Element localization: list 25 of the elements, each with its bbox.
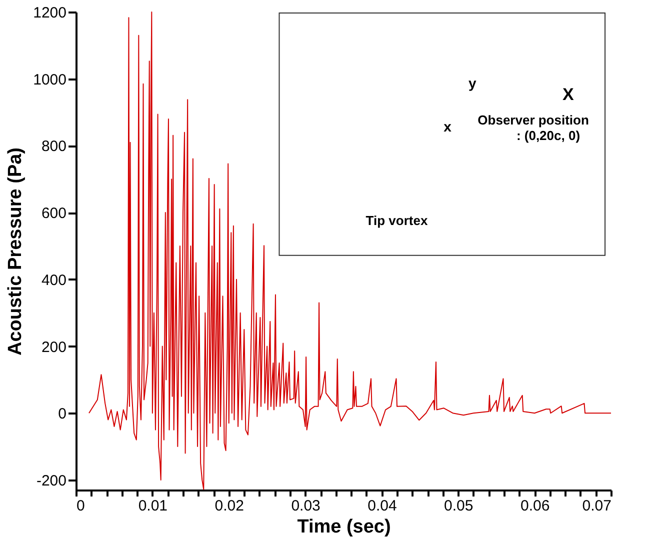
annotation: Observer position: [478, 112, 589, 128]
annotation: : (0,20c, 0): [516, 128, 580, 144]
x-axis-title: Time (sec): [297, 516, 391, 538]
y-tick-label: 1000: [33, 71, 66, 88]
x-tick-label: 0.04: [368, 498, 397, 514]
annotation: x: [444, 118, 452, 134]
y-tick-label: 0: [58, 406, 66, 423]
annotation: y: [468, 74, 477, 91]
x-tick-label: 0.06: [520, 498, 550, 514]
x-tick-label: 0: [76, 498, 85, 514]
y-tick-label: -200: [36, 472, 66, 490]
x-tick-label: 0.02: [214, 498, 244, 514]
x-tick-label: 0.07: [582, 498, 612, 514]
x-tick-label: 0.05: [444, 498, 474, 514]
line-series: [88, 12, 612, 490]
annotation: Tip vortex: [366, 212, 428, 228]
annotation: X: [562, 84, 574, 104]
x-tick-label: 0.03: [291, 498, 320, 514]
x-tick-label: 0.01: [138, 498, 168, 514]
y-tick-label: 600: [41, 205, 66, 222]
y-tick-label: 800: [41, 138, 66, 156]
y-tick-label: 1200: [33, 4, 66, 22]
y-tick-label: 200: [41, 338, 66, 356]
y-tick-label: 400: [41, 272, 66, 289]
y-axis-title: Acoustic Pressure (Pa): [5, 147, 26, 356]
